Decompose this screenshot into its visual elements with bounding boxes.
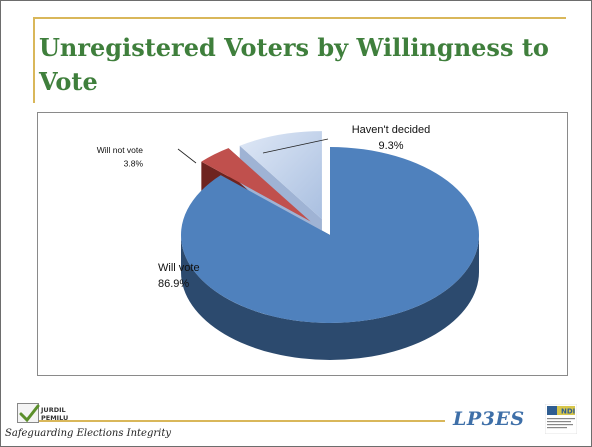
pie-slice-label: Will vote	[158, 262, 200, 274]
pie-slice-value: 86.9%	[158, 278, 189, 290]
top-rule	[33, 17, 566, 19]
pie-slice-side	[181, 235, 479, 360]
pie-chart: Will vote 86.9% Will not vote 3.8% Haven't d…	[97, 124, 479, 360]
logo-text: JURDIL PEMILU	[41, 406, 69, 422]
ndi-text: NDI	[561, 408, 575, 416]
pie-slice-value: 3.8%	[124, 159, 144, 169]
ndi-logo: NDI	[544, 403, 578, 435]
tagline: Safeguarding Elections Integrity	[5, 428, 172, 439]
side-rule	[33, 17, 35, 103]
pie-slice	[201, 148, 311, 222]
footer-rule	[37, 420, 445, 422]
pie-slice-label: Will not vote	[97, 145, 144, 155]
slide-title: Unregistered Voters by Willingness to Vo…	[39, 33, 549, 96]
pie-slice-label: Haven't decided	[352, 124, 431, 136]
pie-slice	[181, 147, 479, 323]
pie-tops	[181, 131, 479, 323]
checkmark-icon	[17, 403, 40, 423]
leader-line	[177, 148, 197, 164]
pie-labels: Will vote 86.9% Will not vote 3.8% Haven't d…	[97, 124, 431, 290]
leader-line	[262, 138, 329, 154]
pie-slice	[239, 131, 322, 220]
pie-slice-value: 9.3%	[378, 140, 403, 152]
chart-frame: Will vote 86.9% Will not vote 3.8% Haven't d…	[37, 112, 568, 376]
lp3es-logo: LP3ES	[453, 408, 525, 430]
jurdil-pemilu-logo: JURDIL PEMILU	[17, 403, 147, 433]
